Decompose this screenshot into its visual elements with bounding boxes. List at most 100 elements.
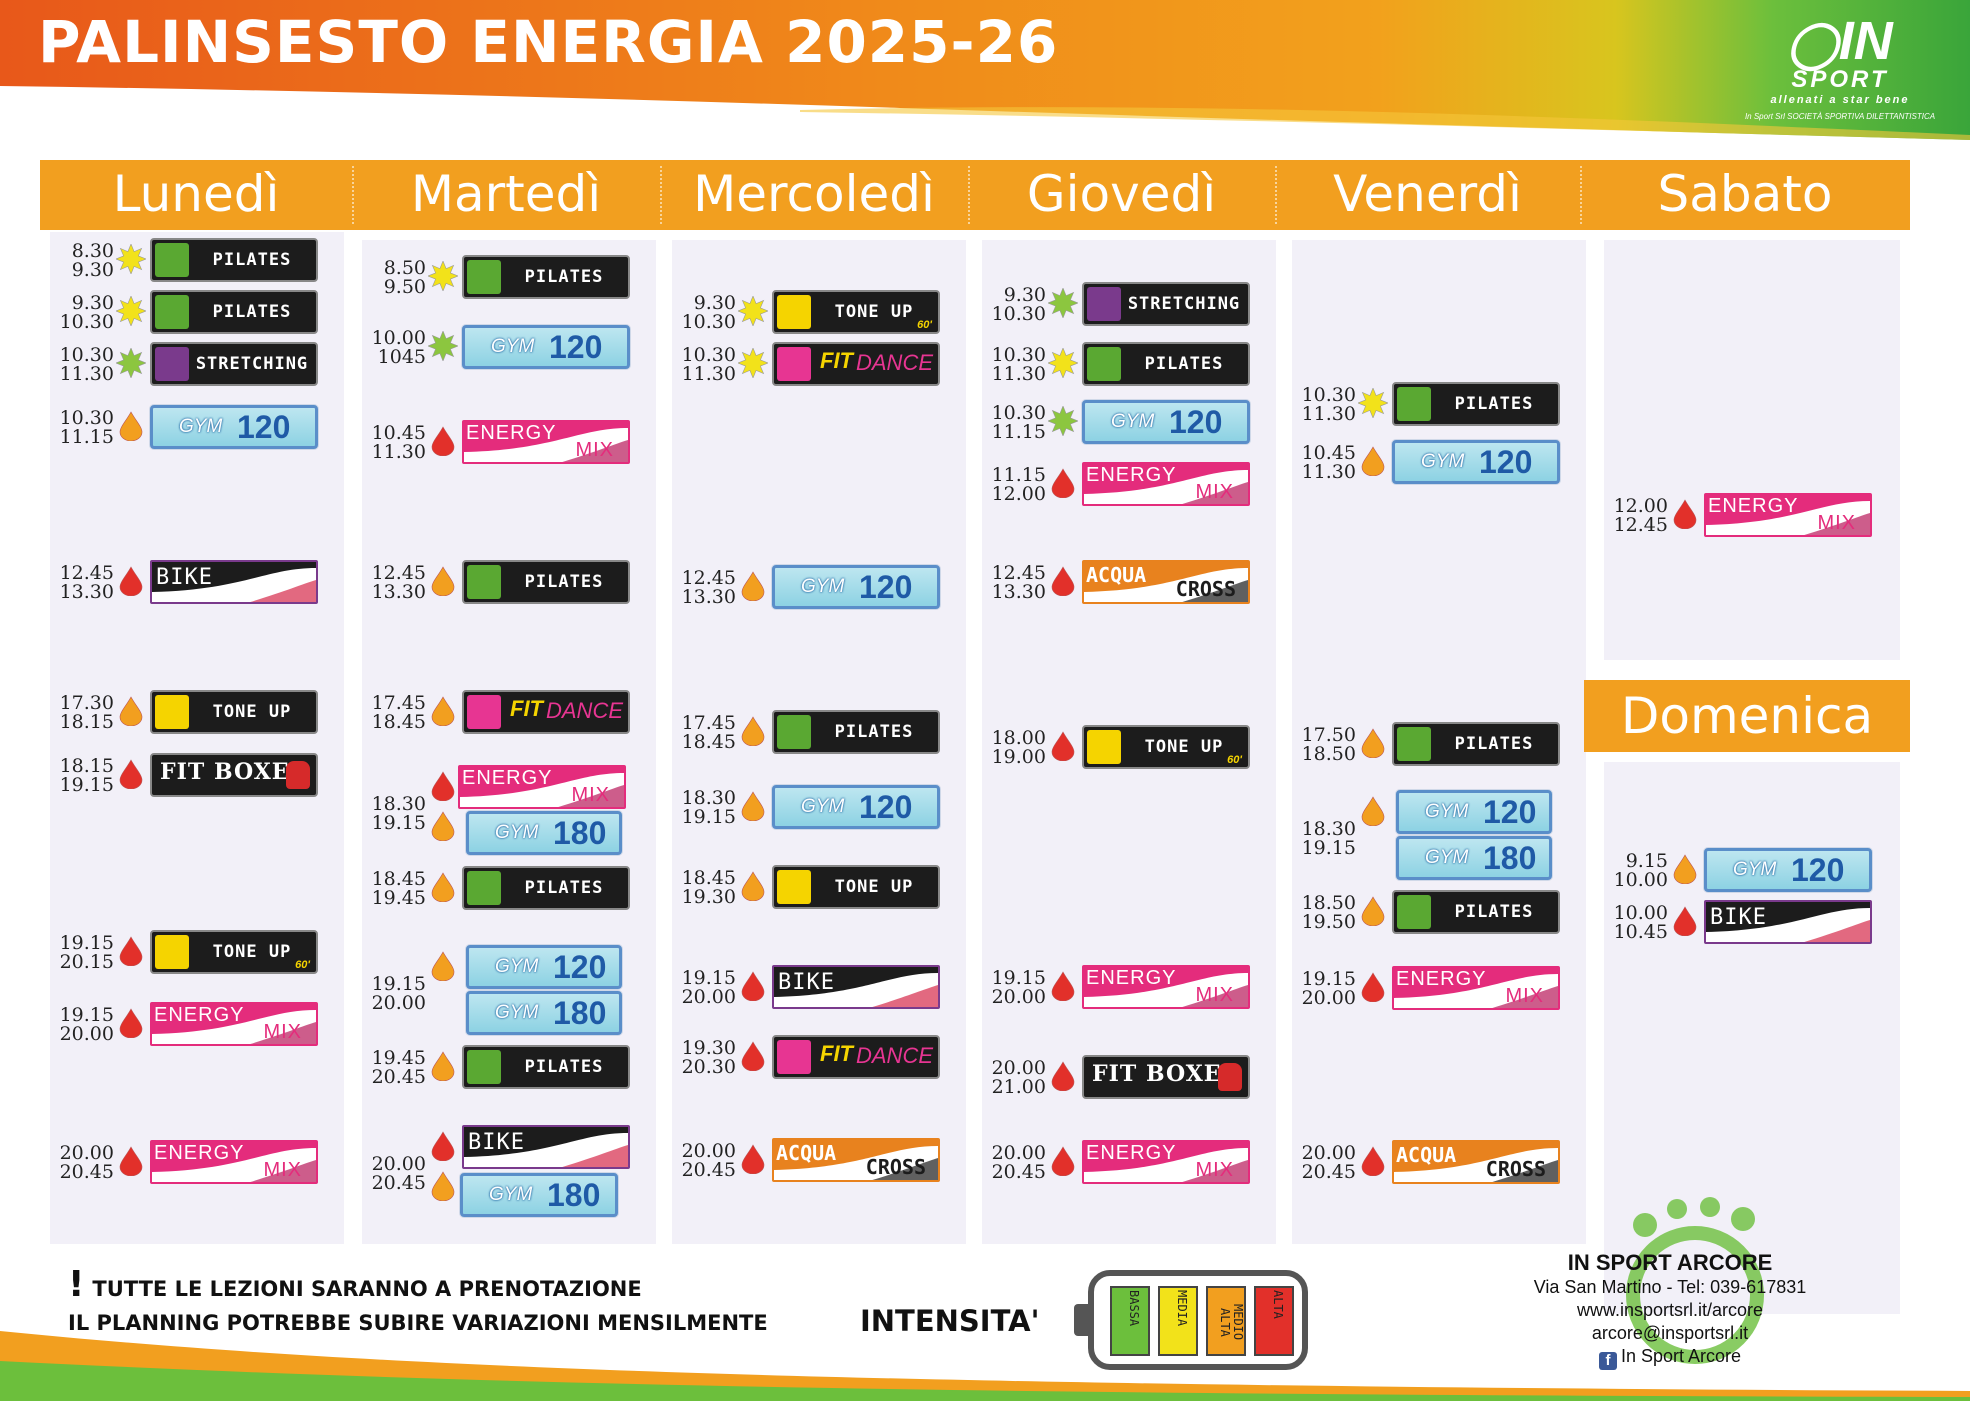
slot-time: 18.30 19.15 — [364, 795, 426, 833]
day-thursday: Giovedì — [1026, 165, 1217, 223]
schedule-slot: 12.00 12.45 ENERGY MIX — [1606, 493, 1896, 541]
fitboxe-label: FIT BOXE — [160, 759, 290, 785]
intensity-star-icon — [427, 260, 459, 292]
class-badge-acquacross: ACQUA CROSS — [1082, 560, 1250, 604]
start-time: 20.00 — [681, 1140, 736, 1162]
badge-label-2: MIX — [263, 1159, 302, 1181]
slot-time: 20.00 20.45 — [364, 1155, 426, 1193]
end-time: 19.15 — [371, 812, 426, 834]
day-monday: Lunedì — [112, 165, 280, 223]
gym-label: GYM — [1421, 451, 1465, 472]
end-time: 21.00 — [991, 1076, 1046, 1098]
slot-time: 9.15 10.00 — [1606, 852, 1668, 890]
fit-label: FIT — [820, 348, 853, 373]
end-time: 20.15 — [59, 951, 114, 973]
end-time: 12.00 — [991, 483, 1046, 505]
class-label: PILATES — [524, 267, 604, 287]
header-separator — [1580, 166, 1582, 224]
duration-label: 60' — [295, 959, 310, 971]
schedule-slot: 20.00 21.00 FIT BOXE — [984, 1055, 1274, 1103]
schedule-slot: 10.00 1045 GYM 120 — [364, 325, 654, 373]
schedule-slot: 12.45 13.30 GYM 120 — [674, 565, 964, 613]
slot-time: 19.45 20.45 — [364, 1049, 426, 1087]
schedule-slot: 9.30 10.30 PILATES — [52, 290, 342, 338]
page-title: PALINSESTO ENERGIA 2025-26 — [38, 8, 1059, 76]
slot-time: 10.45 11.30 — [364, 424, 426, 462]
class-icon — [155, 295, 189, 329]
intensity-drop-icon — [1358, 1146, 1388, 1177]
schedule-slot: 10.30 11.30 PILATES — [984, 342, 1274, 390]
class-badge-energymix: ENERGY MIX — [458, 765, 626, 809]
start-time: 20.00 — [371, 1153, 426, 1175]
contact-website[interactable]: www.insportsrl.it/arcore — [1576, 1300, 1764, 1320]
gym-label: GYM — [495, 822, 539, 843]
start-time: 10.30 — [991, 402, 1046, 424]
end-time: 1045 — [377, 346, 426, 368]
schedule-slot: 18.30 19.15 GYM 120 — [674, 785, 964, 833]
badge-label-1: ACQUA — [1396, 1143, 1457, 1167]
dancer-icon — [777, 1040, 811, 1074]
contact-email[interactable]: arcore@insportsrl.it — [1591, 1323, 1749, 1343]
start-time: 20.00 — [991, 1142, 1046, 1164]
intensity-drop-icon — [428, 951, 458, 982]
slot-time: 10.30 11.30 — [1294, 386, 1356, 424]
class-label: PILATES — [1454, 902, 1534, 922]
gym-label: GYM — [491, 336, 535, 357]
intensity-alta: ALTA — [1254, 1286, 1294, 1356]
slot-time: 9.30 10.30 — [984, 286, 1046, 324]
intensity-drop-icon — [738, 871, 768, 902]
class-icon — [777, 870, 811, 904]
gym-number: 120 — [859, 789, 913, 825]
slot-time: 19.15 20.00 — [984, 969, 1046, 1007]
slot-time: 9.30 10.30 — [674, 294, 736, 332]
duration-label: 60' — [917, 319, 932, 331]
class-badge-gym: GYM 180 — [466, 811, 622, 855]
slot-time: 10.30 11.30 — [674, 346, 736, 384]
slot-time: 18.30 19.15 — [674, 789, 736, 827]
gym-label: GYM — [495, 1002, 539, 1023]
class-label: PILATES — [1454, 734, 1534, 754]
slot-time: 19.30 20.30 — [674, 1039, 736, 1077]
boxing-glove-icon — [1218, 1063, 1242, 1091]
schedule-slot: 11.15 12.00 ENERGY MIX — [984, 462, 1274, 510]
badge-label-2: CROSS — [1175, 577, 1236, 601]
class-badge-gym: GYM 180 — [466, 991, 622, 1035]
schedule-slot: 12.45 13.30 BIKE — [52, 560, 342, 608]
badge-label-1: ACQUA — [1086, 563, 1147, 587]
end-time: 11.30 — [1301, 461, 1356, 483]
schedule-slot: 20.00 20.45 ENERGY MIX — [984, 1140, 1274, 1188]
class-icon — [1087, 730, 1121, 764]
slot-time: 10.45 11.30 — [1294, 444, 1356, 482]
insport-logo: ◯IN SPORT allenati a star bene In Sport … — [1744, 11, 1936, 121]
start-time: 20.00 — [1301, 1142, 1356, 1164]
day-friday: Venerdì — [1333, 165, 1522, 223]
start-time: 18.50 — [1301, 892, 1356, 914]
column-monday — [50, 232, 344, 1244]
class-label: PILATES — [524, 572, 604, 592]
intensity-drop-icon — [1358, 896, 1388, 927]
dance-label: DANCE — [856, 1043, 934, 1068]
class-badge-gym: GYM 120 — [772, 565, 940, 609]
gym-label: GYM — [179, 416, 223, 437]
end-time: 19.50 — [1301, 911, 1356, 933]
slot-time: 20.00 20.45 — [984, 1144, 1046, 1182]
intensity-star-icon — [1047, 347, 1079, 379]
start-time: 19.15 — [59, 932, 114, 954]
gym-number: 120 — [1169, 404, 1223, 440]
slot-time: 19.15 20.00 — [674, 969, 736, 1007]
class-badge-bike: BIKE — [1704, 900, 1872, 944]
schedule-slot: 19.30 20.30 FIT DANCE — [674, 1035, 964, 1083]
end-time: 10.00 — [1613, 869, 1668, 891]
slot-time: 18.15 19.15 — [52, 757, 114, 795]
column-tuesday — [362, 240, 656, 1244]
header-separator — [968, 166, 970, 224]
end-time: 20.00 — [371, 992, 426, 1014]
gym-number: 120 — [553, 949, 607, 985]
badge-label-1: ENERGY — [1086, 967, 1177, 989]
intensity-drop-icon — [116, 1008, 146, 1039]
end-time: 11.30 — [681, 363, 736, 385]
facebook-icon[interactable]: f — [1598, 1352, 1617, 1370]
class-label: PILATES — [1454, 394, 1534, 414]
contact-facebook[interactable]: In Sport Arcore — [1620, 1346, 1742, 1366]
schedule-slot: 10.30 11.30 FIT DANCE — [674, 342, 964, 390]
